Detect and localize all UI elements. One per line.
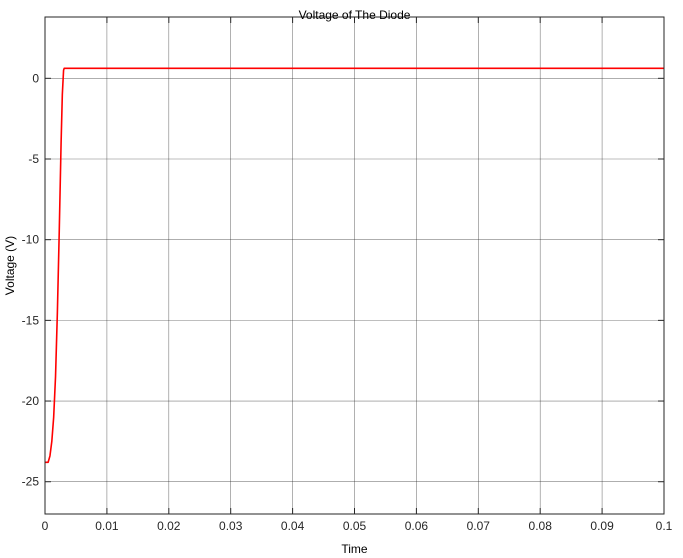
y-tick-label: -5 [28, 152, 39, 166]
x-tick-label: 0.06 [405, 519, 429, 533]
y-tick-label: -10 [22, 233, 40, 247]
y-tick-label: -20 [22, 394, 40, 408]
series-lines [45, 67, 664, 464]
x-tick-label: 0.07 [467, 519, 491, 533]
y-tick-label: -15 [22, 313, 40, 327]
chart-title: Voltage of The Diode [299, 8, 411, 22]
x-tick-label: 0.08 [529, 519, 553, 533]
y-tick-label: -25 [22, 475, 40, 489]
x-tick-label: 0.01 [95, 519, 119, 533]
x-tick-label: 0.03 [219, 519, 243, 533]
x-tick-label: 0 [42, 519, 49, 533]
x-tick-label: 0.1 [656, 519, 673, 533]
x-tick-labels: 0 0.01 0.02 0.03 0.04 0.05 0.06 0.07 0.08 0.09 0.1 [42, 519, 673, 533]
series-line-voltage [45, 67, 664, 464]
x-tick-label: 0.09 [590, 519, 614, 533]
x-tick-label: 0.04 [281, 519, 305, 533]
y-axis-label: Voltage (V) [3, 236, 17, 295]
y-tick-label: 0 [32, 71, 39, 85]
y-tick-labels: 0 -5 -10 -15 -20 -25 [22, 71, 40, 488]
plot-frame [44, 16, 665, 515]
x-tick-label: 0.05 [343, 519, 367, 533]
x-tick-label: 0.02 [157, 519, 181, 533]
x-axis-label: Time [341, 542, 368, 556]
